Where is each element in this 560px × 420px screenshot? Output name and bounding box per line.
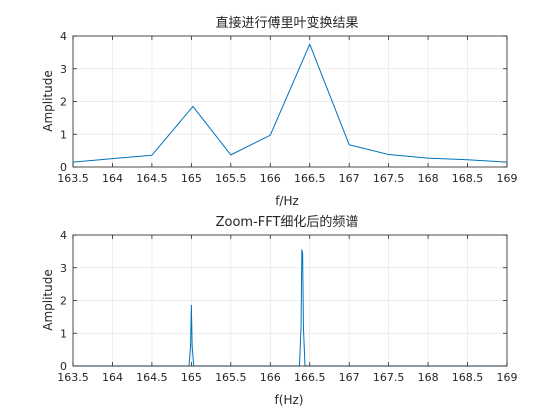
x-tick-label: 164 [102, 172, 123, 185]
series-layer-1 [72, 43, 508, 163]
y-tick-label: 3 [60, 63, 67, 76]
subplot-2: Zoom-FFT细化后的频谱 163.5 164 164.5 165 165.5 166 1… [41, 214, 518, 407]
chart-title-1: 直接进行傅里叶变换结果 [215, 15, 358, 31]
x-tick-label: 166.5 [294, 172, 326, 185]
chart-title-2: Zoom-FFT细化后的频谱 [216, 214, 359, 230]
x-tick-label: 165 [181, 172, 202, 185]
gridlines-1 [72, 35, 508, 168]
y-tick-label: 1 [60, 327, 67, 340]
x-tick-label: 168 [418, 371, 439, 384]
x-tick-label: 165.5 [215, 172, 247, 185]
x-tick-label: 168 [418, 172, 439, 185]
y-axis-label-1: Amplitude [41, 70, 55, 132]
x-tick-label: 169 [497, 172, 518, 185]
x-tick-label: 169 [497, 371, 518, 384]
x-tick-label: 167 [339, 172, 360, 185]
x-tick-label: 167 [339, 371, 360, 384]
series-line-1 [72, 43, 508, 163]
x-tick-label: 166.5 [294, 371, 326, 384]
x-axis-label-1: f/Hz [275, 194, 299, 208]
y-tick-label: 4 [60, 30, 67, 43]
x-axis-label-2: f(Hz) [275, 393, 304, 407]
x-tick-label: 166 [260, 371, 281, 384]
ticks-2: 163.5 164 164.5 165 165.5 166 166.5 167 167.5 168… [57, 229, 517, 384]
x-tick-label: 168.5 [452, 371, 484, 384]
y-tick-label: 3 [60, 262, 67, 275]
y-axis-label-2: Amplitude [41, 269, 55, 331]
x-tick-label: 165.5 [215, 371, 247, 384]
y-tick-label: 1 [60, 128, 67, 141]
x-tick-label: 163.5 [57, 172, 89, 185]
x-tick-label: 164.5 [136, 172, 168, 185]
x-tick-label: 165 [181, 371, 202, 384]
y-tick-label: 2 [60, 295, 67, 308]
x-tick-label: 163.5 [57, 371, 89, 384]
y-tick-label: 0 [60, 161, 67, 174]
y-tick-label: 2 [60, 96, 67, 109]
x-tick-label: 168.5 [452, 172, 484, 185]
x-tick-label: 167.5 [373, 172, 405, 185]
x-tick-label: 164.5 [136, 371, 168, 384]
y-tick-label: 0 [60, 360, 67, 373]
ticks-1: 163.5 164 164.5 165 165.5 166 166.5 167 167.5 168… [57, 30, 517, 185]
x-tick-label: 167.5 [373, 371, 405, 384]
y-tick-label: 4 [60, 229, 67, 242]
subplot-1: 直接进行傅里叶变换结果 163.5 164 164.5 165 165.5 166 166.… [41, 15, 518, 208]
x-tick-label: 166 [260, 172, 281, 185]
x-tick-label: 164 [102, 371, 123, 384]
